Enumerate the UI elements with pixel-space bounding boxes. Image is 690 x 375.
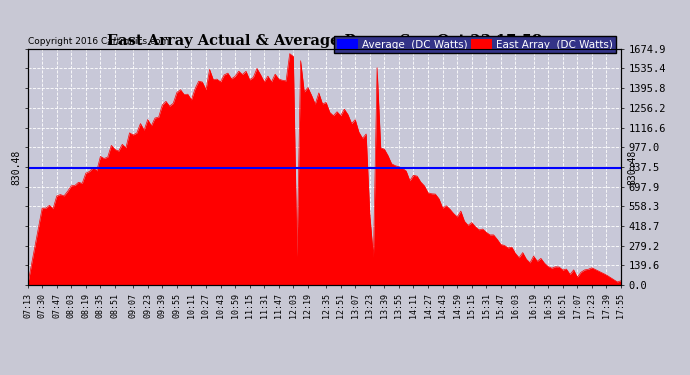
Legend: Average  (DC Watts), East Array  (DC Watts): Average (DC Watts), East Array (DC Watts… <box>334 36 615 53</box>
Text: 830.48: 830.48 <box>12 150 21 186</box>
Title: East Array Actual & Average Power Sun Oct 23 17:58: East Array Actual & Average Power Sun Oc… <box>107 34 542 48</box>
Text: Copyright 2016 Cartronics.com: Copyright 2016 Cartronics.com <box>28 38 170 46</box>
Text: 830.48: 830.48 <box>627 150 637 186</box>
